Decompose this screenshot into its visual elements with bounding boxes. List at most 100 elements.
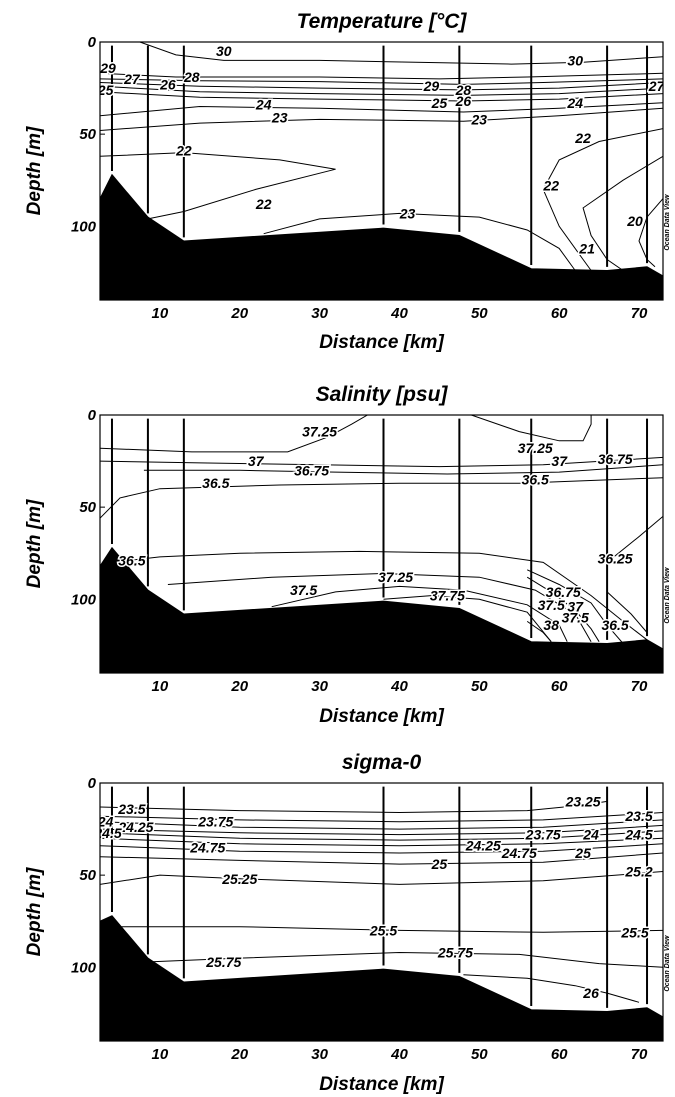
salinity-y-axis-label: Depth [m] bbox=[24, 499, 45, 588]
temperature-contour-label: 23 bbox=[271, 110, 288, 126]
salinity-y-tick-label: 0 bbox=[88, 407, 97, 424]
temperature-contour-label: 26 bbox=[159, 76, 176, 92]
salinity-contour-label: 36.75 bbox=[546, 584, 581, 600]
sigma-0-isoline-3 bbox=[100, 824, 663, 836]
salinity-contour-label: 37.25 bbox=[378, 569, 413, 585]
temperature-isoline-12 bbox=[638, 198, 663, 268]
sigma-0-contour-label: 23.75 bbox=[525, 827, 561, 843]
salinity-isoline-5 bbox=[111, 550, 648, 641]
salinity-isoline-8 bbox=[383, 595, 552, 643]
temperature-contour-label: 22 bbox=[255, 196, 272, 212]
salinity-axes-frame bbox=[99, 414, 664, 674]
sigma-0-y-tick-label: 0 bbox=[88, 775, 97, 792]
temperature-contour-label: 22 bbox=[542, 178, 559, 194]
salinity-x-axis-label: Distance [km] bbox=[319, 706, 444, 727]
salinity-isoline-6 bbox=[167, 572, 592, 642]
temperature-y-tick-label: 0 bbox=[88, 34, 97, 51]
sigma-0-contour-label: 24.75 bbox=[189, 840, 225, 856]
salinity-contour-label: 38 bbox=[543, 617, 559, 633]
temperature-contour-label: 28 bbox=[455, 82, 472, 98]
salinity-contour-label: 36.75 bbox=[598, 451, 633, 467]
salinity-seafloor bbox=[100, 546, 663, 673]
temperature-chart-title: Temperature [°C] bbox=[297, 10, 468, 33]
sigma-0-contour-label: 24.5 bbox=[93, 825, 121, 841]
temperature-odv-watermark: Ocean Data View bbox=[664, 194, 671, 251]
salinity-isoline-3 bbox=[143, 464, 663, 475]
salinity-contour-label: 37.75 bbox=[430, 588, 465, 604]
temperature-contour-label: 26 bbox=[455, 93, 472, 109]
salinity-contour-label: 37.5 bbox=[538, 597, 565, 613]
temperature-x-tick-label: 20 bbox=[230, 305, 248, 322]
sigma-0-x-tick-label: 70 bbox=[631, 1046, 648, 1063]
salinity-odv-watermark: Ocean Data View bbox=[664, 567, 671, 624]
sigma-0-contour-label: 23.5 bbox=[624, 808, 652, 824]
salinity-contour-label: 37.5 bbox=[562, 610, 589, 626]
salinity-x-tick-label: 60 bbox=[551, 678, 568, 695]
temperature-contour-label: 20 bbox=[626, 213, 643, 229]
sigma-0-isoline-4 bbox=[100, 830, 663, 841]
salinity-x-tick-label: 50 bbox=[471, 678, 488, 695]
temperature-contour-label: 21 bbox=[578, 240, 595, 256]
sigma-0-contour-label: 24.25 bbox=[117, 819, 153, 835]
salinity-isoline-9 bbox=[526, 569, 624, 644]
salinity-contour-label: 36.5 bbox=[522, 472, 549, 488]
temperature-contour-label: 22 bbox=[175, 143, 192, 159]
salinity-x-tick-label: 70 bbox=[631, 678, 648, 695]
sigma-0-x-tick-label: 30 bbox=[311, 1046, 328, 1063]
temperature-y-tick-label: 100 bbox=[71, 218, 97, 235]
sigma-0-x-axis-label: Distance [km] bbox=[319, 1074, 444, 1095]
sigma-0-isoline-11 bbox=[463, 974, 640, 1003]
sigma-0-isoline-6 bbox=[100, 843, 663, 854]
sigma-0-contour-label: 25 bbox=[431, 856, 448, 872]
temperature-x-tick-label: 60 bbox=[551, 305, 568, 322]
salinity-y-tick-label: 50 bbox=[79, 499, 96, 516]
sigma-0-contour-label: 24.75 bbox=[501, 845, 537, 861]
sigma-0-x-tick-label: 40 bbox=[390, 1046, 408, 1063]
sigma-0-contour-label: 25.5 bbox=[620, 924, 648, 940]
salinity-contour-label: 36.5 bbox=[118, 553, 145, 569]
temperature-x-tick-label: 70 bbox=[631, 305, 648, 322]
salinity-contour-label: 37 bbox=[551, 453, 568, 469]
salinity-x-tick-label: 40 bbox=[390, 678, 408, 695]
sigma-0-contour-label: 25.5 bbox=[369, 922, 397, 938]
temperature-isoline-9 bbox=[542, 128, 663, 271]
salinity-x-tick-label: 20 bbox=[230, 678, 248, 695]
salinity-isoline-4 bbox=[100, 477, 663, 519]
temperature-contour-label: 24 bbox=[255, 97, 272, 113]
sigma-0-x-tick-label: 50 bbox=[471, 1046, 488, 1063]
temperature-contour-label: 27 bbox=[123, 71, 141, 87]
salinity-isoline-0 bbox=[100, 415, 368, 453]
salinity-contour-label: 37.25 bbox=[518, 440, 553, 456]
temperature-contour-label: 30 bbox=[216, 43, 232, 59]
temperature-x-axis-label: Distance [km] bbox=[319, 332, 444, 353]
sigma-0-isoline-0 bbox=[100, 800, 608, 814]
sigma-0-contour-label: 24 bbox=[582, 827, 599, 843]
sigma-0-x-tick-label: 10 bbox=[152, 1046, 169, 1063]
salinity-isoline-1 bbox=[471, 415, 592, 442]
salinity-y-tick-label: 100 bbox=[71, 591, 97, 608]
sigma-0-contour-label: 23.5 bbox=[117, 801, 145, 817]
sigma-0-isoline-2 bbox=[100, 819, 663, 830]
sigma-0-odv-watermark: Ocean Data View bbox=[664, 935, 671, 992]
temperature-contour-label: 25 bbox=[97, 82, 114, 98]
salinity-chart-title: Salinity [psu] bbox=[316, 383, 449, 406]
temperature-contour-label: 27 bbox=[648, 78, 666, 94]
sigma-0-contour-label: 25.75 bbox=[437, 945, 473, 961]
temperature-contour-label: 22 bbox=[574, 130, 591, 146]
temperature-contour-label: 23 bbox=[471, 111, 488, 127]
sigma-0-y-tick-label: 50 bbox=[79, 867, 96, 884]
temperature-contour-label: 24 bbox=[566, 95, 583, 111]
sigma-0-isoline-8 bbox=[100, 871, 663, 885]
temperature-contour-label: 29 bbox=[99, 60, 116, 76]
salinity-contour-label: 36.5 bbox=[202, 475, 229, 491]
sigma-0-contour-label: 23.25 bbox=[565, 793, 601, 809]
temperature-contour-label: 25 bbox=[431, 95, 448, 111]
temperature-x-tick-label: 30 bbox=[311, 305, 328, 322]
salinity-isoline-10 bbox=[526, 576, 600, 642]
